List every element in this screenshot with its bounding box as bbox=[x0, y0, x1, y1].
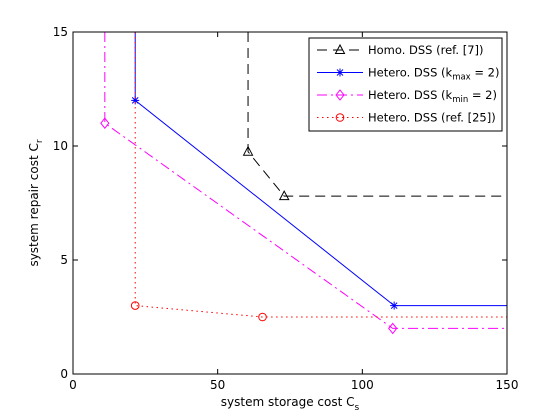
asterisk-stroke bbox=[336, 69, 344, 76]
asterisk-stroke bbox=[131, 97, 139, 104]
series-1-line bbox=[247, 32, 507, 197]
y-tick-label: 0 bbox=[60, 367, 68, 381]
series-4 bbox=[130, 32, 507, 322]
series-3-line bbox=[104, 32, 507, 329]
triangle-marker-shape bbox=[278, 190, 290, 201]
asterisk-stroke bbox=[390, 302, 398, 309]
circle-marker-shape bbox=[258, 312, 267, 322]
triangle-marker-shape bbox=[242, 145, 254, 156]
series-3-point bbox=[100, 117, 110, 130]
ticks-layer: 0 50 100 150 0 5 10 15 bbox=[53, 25, 519, 392]
legend-marker bbox=[336, 68, 344, 77]
legend-label: Homo. DSS (ref. [7]) bbox=[368, 43, 483, 57]
circle-marker-shape bbox=[335, 113, 345, 122]
legend-item-4: Hetero. DSS (ref. [25]) bbox=[317, 111, 496, 125]
series-4-point bbox=[258, 312, 267, 322]
series-1-point bbox=[242, 145, 254, 156]
series-4-point bbox=[130, 301, 140, 310]
series-2-line bbox=[134, 32, 507, 307]
x-axis-label: system storage cost Cs bbox=[221, 395, 360, 413]
y-axis-label: system repair cost Cr bbox=[27, 139, 45, 266]
legend-marker bbox=[334, 43, 346, 54]
series-2-point bbox=[131, 96, 140, 105]
series-1-point bbox=[278, 190, 290, 201]
circle-marker-shape bbox=[130, 301, 140, 310]
legend-label: Hetero. DSS (kmax = 2) bbox=[368, 66, 499, 83]
legend-item-1: Homo. DSS (ref. [7]) bbox=[317, 43, 483, 57]
series-2 bbox=[131, 32, 507, 310]
legend-item-2: Hetero. DSS (kmax = 2) bbox=[317, 66, 499, 83]
y-tick-label: 5 bbox=[60, 253, 68, 267]
x-tick-label: 50 bbox=[210, 378, 225, 392]
legend-label: Hetero. DSS (ref. [25]) bbox=[368, 111, 496, 125]
legend-marker bbox=[335, 89, 345, 101]
triangle-marker-shape bbox=[334, 43, 346, 54]
legend-marker bbox=[335, 113, 345, 122]
legend-label: Hetero. DSS (kmin = 2) bbox=[368, 88, 497, 105]
series-1 bbox=[242, 32, 507, 201]
x-tick-label: 100 bbox=[351, 378, 374, 392]
y-tick-label: 10 bbox=[53, 139, 68, 153]
series-layer bbox=[100, 32, 507, 335]
x-tick-label: 150 bbox=[496, 378, 519, 392]
diamond-marker-shape bbox=[100, 117, 110, 130]
diamond-marker-shape bbox=[335, 89, 345, 101]
series-3 bbox=[100, 32, 507, 335]
x-tick-label: 0 bbox=[69, 378, 77, 392]
diamond-marker-shape bbox=[388, 322, 398, 335]
legend-item-3: Hetero. DSS (kmin = 2) bbox=[317, 88, 497, 105]
y-tick-label: 15 bbox=[53, 25, 68, 39]
plot-frame bbox=[72, 31, 508, 375]
legend: Homo. DSS (ref. [7]) Hetero. DSS (kmax = … bbox=[308, 37, 503, 132]
series-3-point bbox=[388, 322, 398, 335]
series-2-point bbox=[390, 301, 399, 310]
